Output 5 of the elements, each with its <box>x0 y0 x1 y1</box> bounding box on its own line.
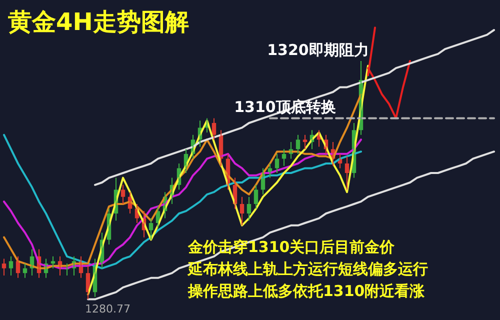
chart-title: 黄金4H走势图解 <box>7 8 189 36</box>
annotation: 1280.77 <box>85 302 130 316</box>
annotation: 操作思路上低多依托1310附近看涨 <box>187 282 426 300</box>
text: 1320即期阻力 <box>267 41 369 59</box>
annotation: 延布林线上轨上方运行短线偏多运行 <box>187 260 428 278</box>
